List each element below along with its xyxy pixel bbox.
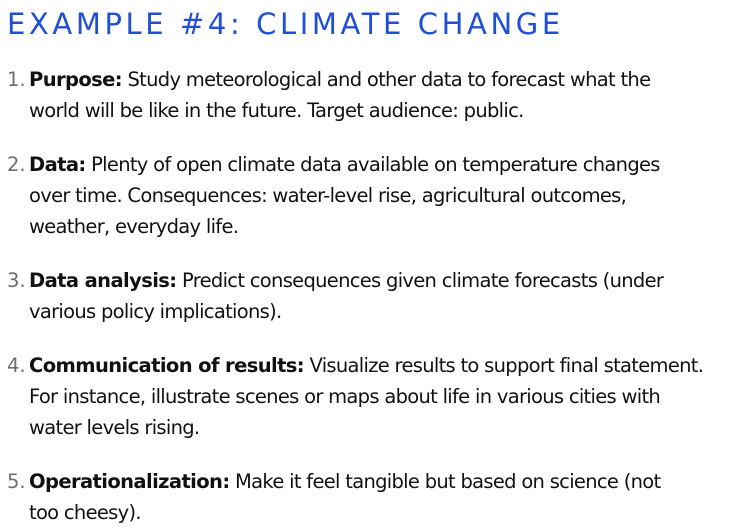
item-number: 3. — [7, 269, 26, 292]
item-label: Operationalization: — [29, 470, 230, 493]
item-label: Data: — [29, 153, 86, 176]
slide-title: EXAMPLE #4: CLIMATE CHANGE — [7, 7, 564, 41]
item-line: over time. Consequences: water-level ris… — [29, 184, 627, 207]
item-line: weather, everyday life. — [29, 215, 239, 238]
item-number: 2. — [7, 153, 26, 176]
item-label: Communication of results: — [29, 354, 305, 377]
item-line: Study meteorological and other data to f… — [121, 68, 651, 91]
item-label: Purpose: — [29, 68, 123, 91]
item-line: Plenty of open climate data available on… — [85, 153, 660, 176]
item-text: Purpose: Study meteorological and other … — [29, 64, 729, 126]
item-line: Visualize results to support final state… — [304, 354, 704, 377]
item-line: various policy implications). — [29, 300, 282, 323]
item-text: Data analysis: Predict consequences give… — [29, 265, 729, 327]
item-line: For instance, illustrate scenes or maps … — [29, 385, 661, 408]
item-line: too cheesy). — [29, 501, 142, 524]
item-line: water levels rising. — [29, 416, 200, 439]
item-text: Operationalization: Make it feel tangibl… — [29, 466, 729, 528]
item-number: 1. — [7, 68, 26, 91]
item-number: 4. — [7, 354, 26, 377]
item-text: Communication of results: Visualize resu… — [29, 350, 729, 443]
item-label: Data analysis: — [29, 269, 177, 292]
item-line: Predict consequences given climate forec… — [176, 269, 664, 292]
item-number: 5. — [7, 470, 26, 493]
item-line: Make it feel tangible but based on scien… — [229, 470, 661, 493]
item-text: Data: Plenty of open climate data availa… — [29, 149, 729, 242]
item-line: world will be like in the future. Target… — [29, 99, 524, 122]
